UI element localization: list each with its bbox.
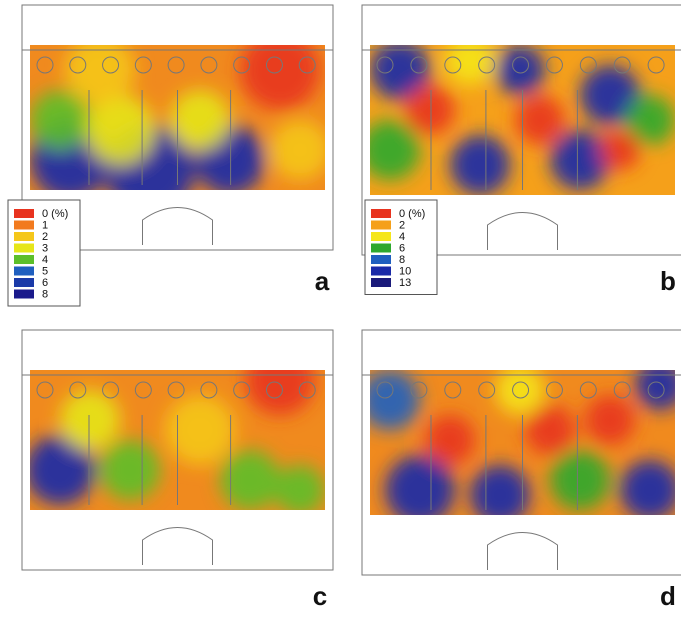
legend-swatch [14, 278, 34, 287]
legend-label: 3 [42, 242, 48, 254]
heat-blob [360, 370, 420, 430]
legend-swatch [14, 255, 34, 264]
heat-blob [60, 390, 120, 450]
heat-blob [600, 130, 640, 170]
heat-blob [65, 35, 135, 105]
heat-blob [425, 415, 475, 465]
legend-swatch [14, 290, 34, 299]
heat-blob [385, 455, 455, 525]
legend-label: 5 [42, 265, 48, 277]
legend-label: 8 [42, 288, 48, 300]
heatmaps [25, 30, 681, 525]
heatmap [25, 345, 325, 515]
legend-label: 2 [399, 219, 405, 231]
legend-swatch [371, 209, 391, 218]
heat-blob [275, 465, 325, 515]
heat-blob [620, 460, 680, 520]
heat-blob [525, 405, 575, 455]
legend-swatch [14, 244, 34, 253]
heat-blob [495, 365, 545, 415]
legend-swatch [371, 255, 391, 264]
heat-blob [270, 120, 330, 180]
base-arch [143, 208, 213, 246]
heat-blob [470, 465, 530, 525]
legend-label: 0 (%) [42, 208, 68, 220]
panel-label: d [660, 581, 676, 611]
panel-label: c [313, 581, 327, 611]
legend-swatch [371, 267, 391, 276]
base-arch [488, 533, 558, 571]
legend-label: 6 [399, 242, 405, 254]
heat-blob [220, 450, 280, 510]
panel-label: a [315, 266, 330, 296]
legend-label: 10 [399, 265, 411, 277]
heat-blob [445, 35, 495, 85]
legend-label: 6 [42, 277, 48, 289]
figure: a b c d 0 (%)12345680 (%)24681013 [0, 0, 681, 612]
legend-label: 4 [42, 254, 48, 266]
legend-swatch [371, 244, 391, 253]
legend-swatch [371, 278, 391, 287]
legend-label: 2 [42, 231, 48, 243]
legend-label: 0 (%) [399, 208, 425, 220]
heatmap [360, 360, 681, 525]
heat-blob [245, 345, 315, 415]
heat-blob [450, 135, 510, 195]
legend-swatch [371, 221, 391, 230]
heat-blob [405, 85, 455, 135]
heat-blob [585, 395, 635, 445]
legend-swatch [14, 221, 34, 230]
base-arch [143, 528, 213, 566]
legend-swatch [14, 232, 34, 241]
heat-blob [550, 130, 610, 190]
heat-blob [85, 95, 155, 165]
heat-blob [240, 30, 320, 110]
legend-swatch [14, 209, 34, 218]
heat-blob [550, 450, 610, 510]
heat-blob [170, 90, 230, 150]
legend-label: 13 [399, 277, 411, 289]
legend-label: 4 [399, 231, 405, 243]
legend-label: 8 [399, 254, 405, 266]
legend-label: 1 [42, 219, 48, 231]
panel-label: b [660, 266, 676, 296]
base-arch [488, 213, 558, 251]
legend-swatch [371, 232, 391, 241]
legend-swatch [14, 267, 34, 276]
heat-blob [165, 395, 235, 465]
heat-blob [100, 440, 160, 500]
heat-blob [495, 45, 545, 95]
heat-blob [360, 120, 420, 180]
